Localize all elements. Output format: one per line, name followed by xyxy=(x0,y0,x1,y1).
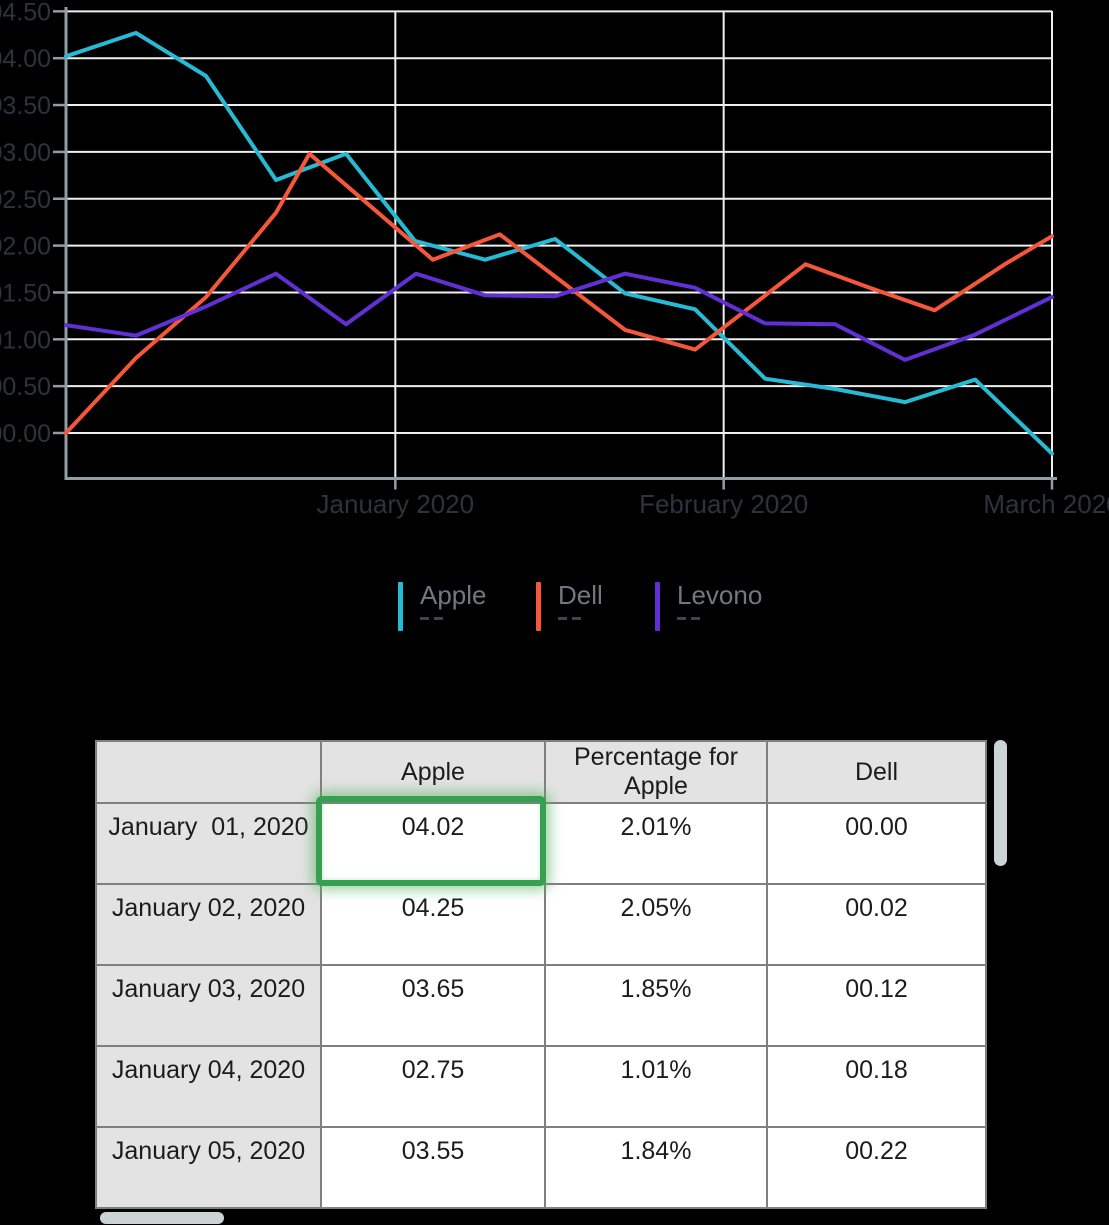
table-row: January 02, 2020 04.25 2.05% 00.02 xyxy=(95,883,987,966)
svg-text:00.50: 00.50 xyxy=(0,373,51,401)
column-header-dell: Dell xyxy=(766,740,987,804)
svg-text:03.50: 03.50 xyxy=(0,92,51,120)
legend-label-dell: Dell xyxy=(558,580,603,610)
table-cell[interactable]: 00.00 xyxy=(766,802,987,885)
table-row: January 03, 2020 03.65 1.85% 00.12 xyxy=(95,964,987,1047)
legend-color-bar-dell xyxy=(536,582,541,631)
table-cell[interactable]: 1.84% xyxy=(544,1126,768,1209)
data-table: Apple Percentage for Apple Dell January … xyxy=(95,740,987,1209)
legend-item-dell[interactable]: Dell xyxy=(536,582,603,631)
legend-item-apple[interactable]: Apple xyxy=(398,582,487,631)
table-cell[interactable]: 00.02 xyxy=(766,883,987,966)
svg-text:March 2020: March 2020 xyxy=(983,489,1109,519)
svg-text:01.50: 01.50 xyxy=(0,279,51,307)
line-chart: 04.50 04.00 03.50 03.00 02.50 02.00 01.50 01.00… xyxy=(0,0,1109,540)
column-header-apple: Apple xyxy=(320,740,546,804)
table-cell[interactable]: 00.22 xyxy=(766,1126,987,1209)
svg-text:00.00: 00.00 xyxy=(0,420,51,448)
svg-text:February 2020: February 2020 xyxy=(639,489,808,519)
legend-color-bar-levono xyxy=(655,582,660,631)
legend-label-levono: Levono xyxy=(677,580,763,610)
table-cell[interactable]: 02.75 xyxy=(320,1045,546,1128)
row-header: January 01, 2020 xyxy=(95,802,322,885)
vertical-scrollbar-thumb[interactable] xyxy=(994,740,1007,866)
table-cell[interactable]: 1.85% xyxy=(544,964,768,1047)
table-row: January 04, 2020 02.75 1.01% 00.18 xyxy=(95,1045,987,1128)
chart-canvas: 04.50 04.00 03.50 03.00 02.50 02.00 01.50 01.00… xyxy=(0,0,1109,519)
svg-text:02.00: 02.00 xyxy=(0,233,51,261)
legend-item-levono[interactable]: Levono xyxy=(655,582,762,631)
legend-dashes-icon xyxy=(420,617,487,620)
table-row: January 05, 2020 03.55 1.84% 00.22 xyxy=(95,1126,987,1209)
row-header: January 05, 2020 xyxy=(95,1126,322,1209)
table-cell[interactable]: 03.55 xyxy=(320,1126,546,1209)
table-header-row: Apple Percentage for Apple Dell xyxy=(95,740,987,804)
svg-text:04.50: 04.50 xyxy=(0,0,51,26)
row-header: January 04, 2020 xyxy=(95,1045,322,1128)
table-cell[interactable]: 04.25 xyxy=(320,883,546,966)
table-cell[interactable]: 1.01% xyxy=(544,1045,768,1128)
table-cell[interactable]: 00.12 xyxy=(766,964,987,1047)
svg-text:January 2020: January 2020 xyxy=(317,489,475,519)
data-table-container: Apple Percentage for Apple Dell January … xyxy=(95,740,987,1209)
horizontal-scrollbar-thumb[interactable] xyxy=(100,1212,224,1224)
table-cell[interactable]: 2.01% xyxy=(544,802,768,885)
row-header: January 02, 2020 xyxy=(95,883,322,966)
table-row: January 01, 2020 04.02 2.01% 00.00 xyxy=(95,802,987,885)
table-cell-selected[interactable]: 04.02 xyxy=(320,802,546,885)
table-cell[interactable]: 00.18 xyxy=(766,1045,987,1128)
row-header: January 03, 2020 xyxy=(95,964,322,1047)
legend-color-bar-apple xyxy=(398,582,403,631)
svg-text:01.00: 01.00 xyxy=(0,326,51,354)
column-header-blank xyxy=(95,740,322,804)
table-cell[interactable]: 03.65 xyxy=(320,964,546,1047)
svg-text:03.00: 03.00 xyxy=(0,139,51,167)
legend-dashes-icon xyxy=(677,617,762,620)
column-header-percentage-for-apple: Percentage for Apple xyxy=(544,740,768,804)
legend-dashes-icon xyxy=(558,617,603,620)
table-cell[interactable]: 2.05% xyxy=(544,883,768,966)
svg-text:02.50: 02.50 xyxy=(0,186,51,214)
legend-label-apple: Apple xyxy=(420,580,487,610)
svg-text:04.00: 04.00 xyxy=(0,45,51,73)
